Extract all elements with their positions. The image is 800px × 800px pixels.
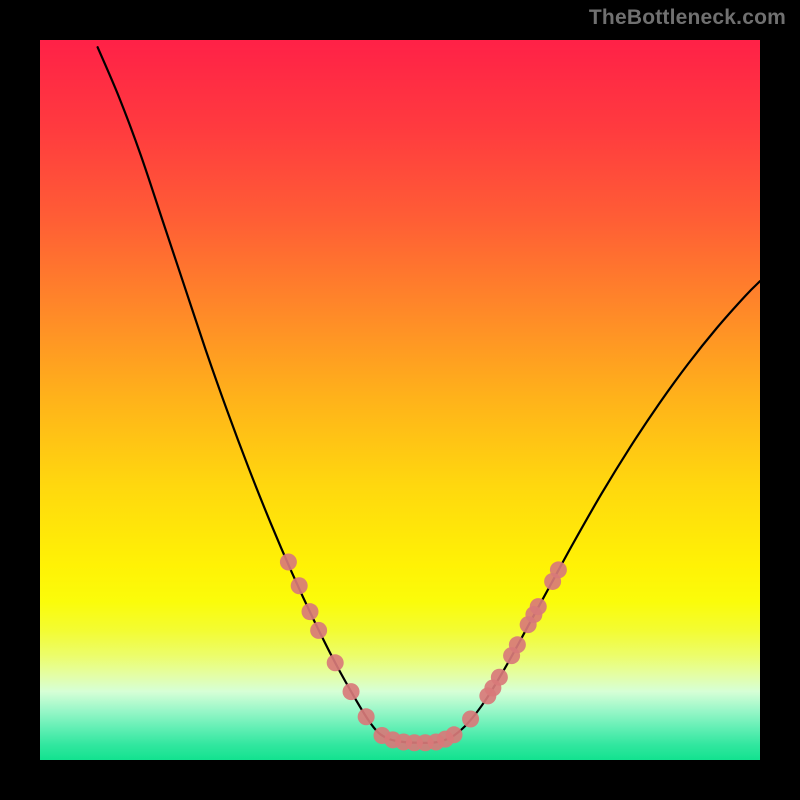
data-point <box>462 710 479 727</box>
data-point <box>291 577 308 594</box>
data-point <box>302 603 319 620</box>
data-point <box>358 708 375 725</box>
data-point <box>327 654 344 671</box>
data-point <box>550 561 567 578</box>
data-point <box>280 554 297 571</box>
data-point <box>509 636 526 653</box>
data-point <box>343 683 360 700</box>
data-point <box>530 598 547 615</box>
data-point <box>446 726 463 743</box>
plot-background <box>40 40 760 760</box>
chart-stage: TheBottleneck.com <box>0 0 800 800</box>
data-point <box>484 680 501 697</box>
bottleneck-chart <box>0 0 800 800</box>
data-point <box>310 622 327 639</box>
watermark-text: TheBottleneck.com <box>589 6 786 30</box>
